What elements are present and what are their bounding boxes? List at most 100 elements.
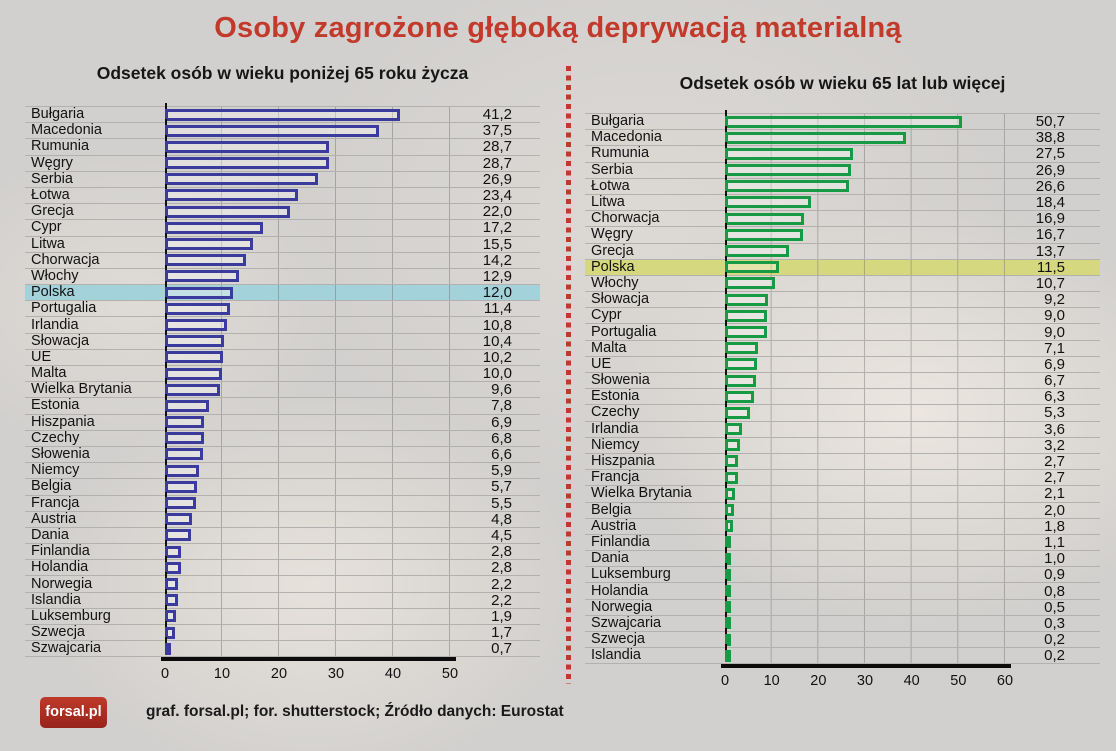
chart-row: Hiszpania 6,9 [25,410,540,430]
x-axis: 0 10 20 30 40 50 60 [721,664,1100,690]
country-label: Estonia [31,398,80,414]
country-label: Chorwacja [591,211,660,227]
country-label: Cypr [31,220,62,236]
country-label: Finlandia [31,544,90,560]
country-label: Chorwacja [31,252,100,268]
bar [725,536,731,549]
bar [165,173,319,186]
country-label: Włochy [31,268,79,284]
bar-plot-area [165,556,450,576]
bar-plot-area [725,255,1005,275]
x-axis-line [721,664,1011,669]
country-label: Niemcy [591,437,640,453]
bar [725,164,851,177]
country-label: Irlandia [591,421,639,437]
chart-row: Luksemburg 0,9 [585,563,1100,583]
bar [725,423,742,436]
bar [725,520,734,533]
bar [165,335,225,348]
bar-plot-area [725,126,1005,146]
bar-plot-area [165,572,450,592]
chart-row: Macedonia 38,8 [585,126,1100,146]
bar-plot-area [165,378,450,398]
bar-plot-area [165,264,450,285]
x-axis-tick: 10 [763,673,780,690]
chart-row: Szwecja 0,2 [585,627,1100,648]
bar-plot-area [725,644,1005,664]
chart-row: Bułgaria 50,7 [585,109,1100,131]
value-label: 18,4 [1035,194,1065,212]
country-label: Holandia [31,560,89,576]
value-label: 1,1 [1044,533,1065,551]
bar [165,545,181,558]
value-label: 10,4 [482,332,512,350]
x-axis-line [161,657,456,662]
chart-rows: Bułgaria 50,7 Macedonia 38,8 Rumunia 27,5 Serb… [585,109,1100,665]
value-label: 7,1 [1044,339,1065,357]
value-label: 2,1 [1044,485,1065,503]
value-label: 50,7 [1035,113,1065,131]
bar-plot-area [725,190,1005,211]
bar [165,594,178,607]
value-label: 4,5 [491,526,512,544]
chart-row: Irlandia 10,8 [25,313,540,333]
chart-row: Portugalia 11,4 [25,297,540,317]
chart-row: Wielka Brytania 2,1 [585,482,1100,503]
country-label: Dania [591,551,629,567]
country-label: Grecja [31,204,74,220]
x-axis-tick: 30 [856,673,874,690]
country-label: Słowacja [591,292,650,308]
bar-plot-area [725,320,1005,340]
value-label: 10,0 [482,365,512,383]
divider-dotted-line [566,66,571,684]
value-label: 10,2 [482,348,512,366]
chart-row: Szwajcaria 0,7 [25,637,540,657]
bar [725,439,740,452]
chart-row: Czechy 5,3 [585,401,1100,422]
bar [725,487,735,500]
country-label: Szwajcaria [591,615,662,631]
chart-title: Odsetek osób w wieku poniżej 65 roku życ… [96,63,469,83]
value-label: 11,5 [1036,258,1065,276]
country-label: Rumunia [591,146,650,162]
country-label: Portugalia [31,301,97,317]
chart-row: Francja 5,5 [25,491,540,512]
bar [725,633,731,646]
bar-plot-area [165,345,450,365]
x-axis-tick: 0 [160,666,170,683]
value-label: 2,8 [491,543,512,561]
country-label: Irlandia [31,317,79,333]
country-label: Norwegia [591,599,653,615]
country-label: Czechy [31,430,80,446]
bar-plot-area [725,142,1005,162]
value-label: 17,2 [482,219,512,237]
value-label: 5,3 [1044,404,1065,422]
chart-row: Islandia 0,2 [585,644,1100,665]
value-label: 26,6 [1035,177,1065,195]
country-label: Łotwa [31,188,70,204]
country-label: Słowenia [591,373,650,389]
value-label: 6,6 [491,446,512,464]
bar [165,221,264,234]
value-label: 1,0 [1044,550,1065,568]
country-label: Szwecja [591,632,645,648]
chart-row: Serbia 26,9 [25,167,540,187]
country-label: Bułgaria [591,114,645,130]
value-label: 0,2 [1044,647,1065,665]
x-axis-tick: 0 [720,673,730,690]
bar [725,455,738,468]
bar [725,180,850,193]
x-axis-ticks: 0 10 20 30 40 50 60 [720,668,1013,690]
country-label: Szwajcaria [31,641,102,657]
value-label: 2,7 [1044,469,1065,487]
country-label: Luksemburg [591,567,671,583]
country-label: Wielka Brytania [591,486,692,502]
value-label: 9,6 [491,381,512,399]
chart-row: Polska 12,0 [25,281,540,301]
country-label: Belgia [31,479,72,495]
value-label: 5,5 [491,494,512,512]
value-label: 28,7 [482,154,512,172]
chart-row: Niemcy 5,9 [25,459,540,479]
chart-row: Rumunia 28,7 [25,135,540,155]
country-label: Rumunia [31,139,90,155]
